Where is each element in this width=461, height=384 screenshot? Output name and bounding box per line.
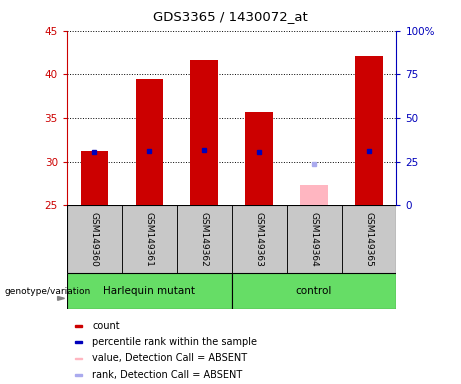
- Bar: [67, 205, 122, 273]
- Bar: [136, 79, 163, 205]
- Text: GSM149363: GSM149363: [254, 212, 264, 266]
- Bar: [67, 273, 231, 309]
- Text: GSM149360: GSM149360: [90, 212, 99, 266]
- Text: GSM149365: GSM149365: [365, 212, 373, 266]
- Bar: [81, 151, 108, 205]
- Bar: [75, 358, 82, 359]
- Text: control: control: [296, 286, 332, 296]
- Bar: [287, 205, 342, 273]
- Bar: [177, 205, 231, 273]
- Text: GSM149364: GSM149364: [309, 212, 319, 266]
- Bar: [342, 205, 396, 273]
- Bar: [300, 185, 328, 205]
- Text: GDS3365 / 1430072_at: GDS3365 / 1430072_at: [153, 10, 308, 23]
- Bar: [245, 112, 273, 205]
- Bar: [122, 205, 177, 273]
- Bar: [75, 374, 82, 376]
- Bar: [231, 273, 396, 309]
- Text: genotype/variation: genotype/variation: [5, 286, 91, 296]
- Polygon shape: [58, 296, 65, 300]
- Text: GSM149361: GSM149361: [145, 212, 154, 266]
- Bar: [75, 325, 82, 327]
- Text: GSM149362: GSM149362: [200, 212, 209, 266]
- Text: rank, Detection Call = ABSENT: rank, Detection Call = ABSENT: [92, 370, 242, 380]
- Text: count: count: [92, 321, 120, 331]
- Bar: [75, 341, 82, 343]
- Bar: [231, 205, 287, 273]
- Bar: [190, 60, 218, 205]
- Text: Harlequin mutant: Harlequin mutant: [103, 286, 195, 296]
- Text: percentile rank within the sample: percentile rank within the sample: [92, 337, 257, 347]
- Text: value, Detection Call = ABSENT: value, Detection Call = ABSENT: [92, 353, 248, 363]
- Bar: [355, 56, 383, 205]
